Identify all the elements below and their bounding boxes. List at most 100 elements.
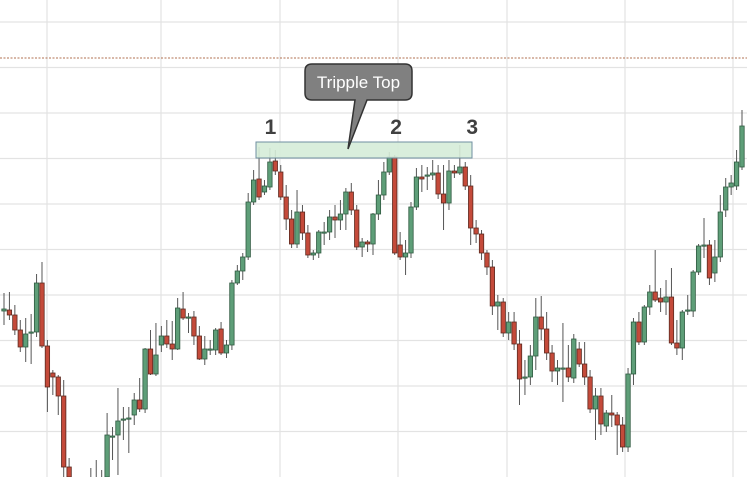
candle xyxy=(506,312,512,340)
candle xyxy=(180,292,186,320)
candle-body-down xyxy=(164,335,170,345)
candle-body-down xyxy=(462,166,468,187)
candle xyxy=(592,388,599,440)
candle-body-down xyxy=(511,321,517,345)
candle xyxy=(527,345,533,385)
candle-body-down xyxy=(397,244,403,258)
candle xyxy=(142,348,148,413)
candle xyxy=(614,412,620,455)
candle-body-up xyxy=(446,170,452,204)
candle-body-up xyxy=(375,194,382,215)
candle xyxy=(473,220,479,243)
candle-body-up xyxy=(115,420,121,436)
candle-body-down xyxy=(283,196,289,220)
candle xyxy=(641,305,647,345)
candle-body-down xyxy=(473,227,479,235)
triple-top-resistance-zone xyxy=(255,141,473,159)
candle xyxy=(213,328,219,355)
candle xyxy=(674,320,680,355)
candle-body-up xyxy=(326,216,333,233)
candle-body-down xyxy=(55,376,61,397)
candle xyxy=(582,342,588,385)
candle xyxy=(495,295,501,330)
candle-body-up xyxy=(213,329,219,351)
candle-body-down xyxy=(587,376,593,410)
candle-body-up xyxy=(185,316,192,319)
candle xyxy=(23,318,29,362)
callout-bubble xyxy=(304,63,413,150)
candle xyxy=(478,230,485,260)
candle xyxy=(294,190,300,248)
candle-body-down xyxy=(614,414,620,426)
candle xyxy=(158,326,164,352)
candle xyxy=(289,210,295,248)
candle xyxy=(153,323,159,376)
candle-body-up xyxy=(261,185,268,193)
candle-body-down xyxy=(582,363,588,378)
candle xyxy=(598,388,604,435)
candle xyxy=(668,268,675,345)
candle-body-up xyxy=(402,252,409,258)
candle xyxy=(1,293,7,325)
candle xyxy=(544,312,550,360)
candle-body-up xyxy=(641,306,647,343)
candle-body-down xyxy=(348,191,354,211)
candle xyxy=(690,270,696,317)
candle-body-up xyxy=(23,333,29,348)
candle xyxy=(6,292,13,320)
candle-body-down xyxy=(66,466,72,477)
candle xyxy=(560,323,566,402)
candle-body-down xyxy=(180,308,186,319)
candle xyxy=(364,240,371,252)
candle-body-up xyxy=(533,316,539,357)
candle xyxy=(370,213,376,255)
candle xyxy=(229,280,235,350)
candle-body-down xyxy=(419,176,425,180)
candle xyxy=(305,225,311,258)
candle-body-down xyxy=(538,316,544,330)
candle-body-up xyxy=(370,213,376,245)
candle-body-up xyxy=(109,435,116,438)
candle xyxy=(603,410,609,432)
candle xyxy=(12,305,18,335)
candle xyxy=(706,240,713,285)
candle-body-up xyxy=(663,296,669,303)
candle xyxy=(337,200,344,230)
candle-body-down xyxy=(549,352,555,372)
candle-body-up xyxy=(223,344,230,354)
candle-body-up xyxy=(560,367,566,370)
candle xyxy=(131,393,137,425)
candle xyxy=(695,244,702,275)
candle-body-up xyxy=(381,171,387,196)
candle-body-up xyxy=(294,211,300,245)
candle-body-up xyxy=(430,172,436,176)
candle-body-down xyxy=(468,185,474,229)
candle-body-down xyxy=(516,343,523,380)
candle xyxy=(66,458,72,477)
candle-body-up xyxy=(202,348,208,360)
candle-body-down xyxy=(658,297,664,303)
candle xyxy=(446,160,452,210)
candle-body-up xyxy=(245,201,251,258)
candle xyxy=(712,240,718,282)
candle-body-down xyxy=(565,367,571,378)
candle xyxy=(50,370,56,395)
candle-body-up xyxy=(554,367,561,372)
candle xyxy=(451,165,457,178)
candle xyxy=(538,296,544,340)
candle xyxy=(240,253,246,280)
peak-label-1: 1 xyxy=(265,116,277,139)
candle-body-up xyxy=(240,256,246,272)
candle-body-up xyxy=(695,245,702,273)
candle xyxy=(663,280,669,315)
candle xyxy=(701,218,707,258)
candle xyxy=(278,165,284,200)
candle xyxy=(326,210,333,240)
candle xyxy=(723,178,729,217)
candle-body-down xyxy=(392,156,398,254)
candle xyxy=(424,167,430,190)
candle-body-down xyxy=(620,424,626,448)
candle xyxy=(375,180,382,220)
candle-body-down xyxy=(576,348,582,365)
candle-body-up xyxy=(207,348,213,351)
